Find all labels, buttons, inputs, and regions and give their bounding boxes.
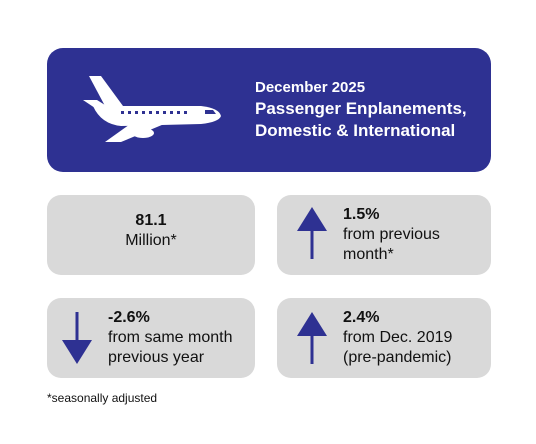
arrow-down-icon: [62, 312, 92, 364]
pre-pandemic-stat: 2.4% from Dec. 2019 (pre-pandemic): [343, 308, 452, 368]
stat-card-prev-month: 1.5% from previous month*: [277, 195, 491, 275]
total-label: Million*: [125, 232, 177, 249]
prev-year-value: -2.6%: [108, 309, 150, 326]
banner-title-line1: Passenger Enplanements,: [255, 99, 467, 118]
total-stat: 81.1 Million*: [47, 211, 255, 251]
airplane-icon: [83, 76, 221, 142]
stat-card-pre-pandemic: 2.4% from Dec. 2019 (pre-pandemic): [277, 298, 491, 378]
pre-pandemic-line2: (pre-pandemic): [343, 349, 452, 366]
prev-month-line2: month*: [343, 246, 394, 263]
total-value: 81.1: [135, 212, 167, 229]
banner-title-line2: Domestic & International: [255, 121, 456, 140]
arrow-up-icon: [297, 207, 327, 259]
header-banner: December 2025 Passenger Enplanements, Do…: [47, 48, 491, 172]
prev-year-stat: -2.6% from same month previous year: [108, 308, 232, 368]
pre-pandemic-value: 2.4%: [343, 309, 380, 326]
banner-month: December 2025: [255, 79, 366, 96]
prev-month-value: 1.5%: [343, 206, 380, 223]
footnote: *seasonally adjusted: [47, 391, 158, 405]
stat-card-total: 81.1 Million*: [47, 195, 255, 275]
prev-year-line2: previous year: [108, 349, 205, 366]
prev-month-stat: 1.5% from previous month*: [343, 205, 440, 265]
prev-month-line1: from previous: [343, 226, 440, 243]
prev-year-line1: from same month: [108, 329, 233, 346]
stat-card-prev-year: -2.6% from same month previous year: [47, 298, 255, 378]
arrow-up-icon: [297, 312, 327, 364]
pre-pandemic-line1: from Dec. 2019: [343, 329, 453, 346]
banner-text: December 2025 Passenger Enplanements, Do…: [255, 78, 467, 142]
